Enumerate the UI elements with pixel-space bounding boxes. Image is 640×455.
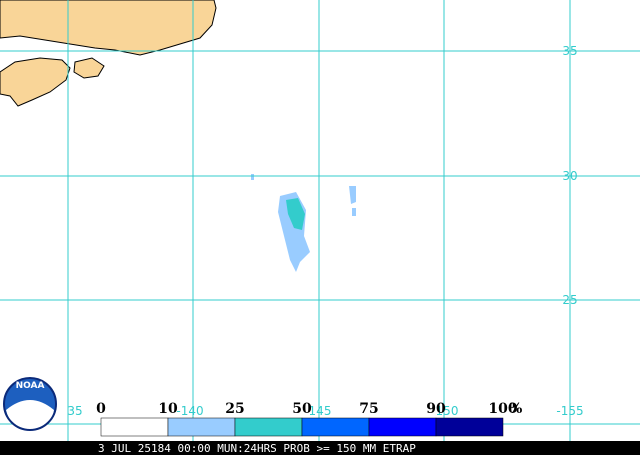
longitude-label: 145 <box>309 404 332 418</box>
legend-swatch <box>167 417 236 437</box>
legend-label: 100 <box>488 401 517 417</box>
caption: 3 JUL 25184 00:00 MUN:24HRS PROB >= 150 … <box>98 442 416 455</box>
longitude-label: 35 <box>67 404 82 418</box>
legend-label: 0 <box>96 401 106 417</box>
legend-label: 25 <box>225 401 244 417</box>
caption-bar <box>0 441 640 455</box>
legend-unit: % <box>509 401 522 417</box>
longitude-label: -140 <box>176 404 203 418</box>
noaa-logo: NOAA <box>3 377 57 431</box>
graticule: 35 30 25 35 -140 145 150 -155 <box>0 0 640 441</box>
logo-text: NOAA <box>16 381 45 391</box>
land <box>0 0 217 107</box>
latitude-label: 30 <box>562 169 577 183</box>
legend-label: 90 <box>426 401 446 417</box>
latitude-label: 25 <box>562 293 577 307</box>
legend-swatch <box>100 417 169 437</box>
longitude-label: -155 <box>556 404 583 418</box>
legend-label: 10 <box>158 401 178 417</box>
color-legend: 0 10 25 50 75 90 100% <box>96 401 522 437</box>
probability-areas <box>251 174 356 272</box>
legend-swatch <box>234 417 303 437</box>
longitude-label: 150 <box>436 404 459 418</box>
legend-label: 75 <box>359 401 378 417</box>
legend-swatch <box>368 417 437 437</box>
legend-swatch <box>301 417 370 437</box>
latitude-label: 35 <box>562 44 577 58</box>
legend-swatch <box>435 417 504 437</box>
legend-label: 50 <box>292 401 312 417</box>
